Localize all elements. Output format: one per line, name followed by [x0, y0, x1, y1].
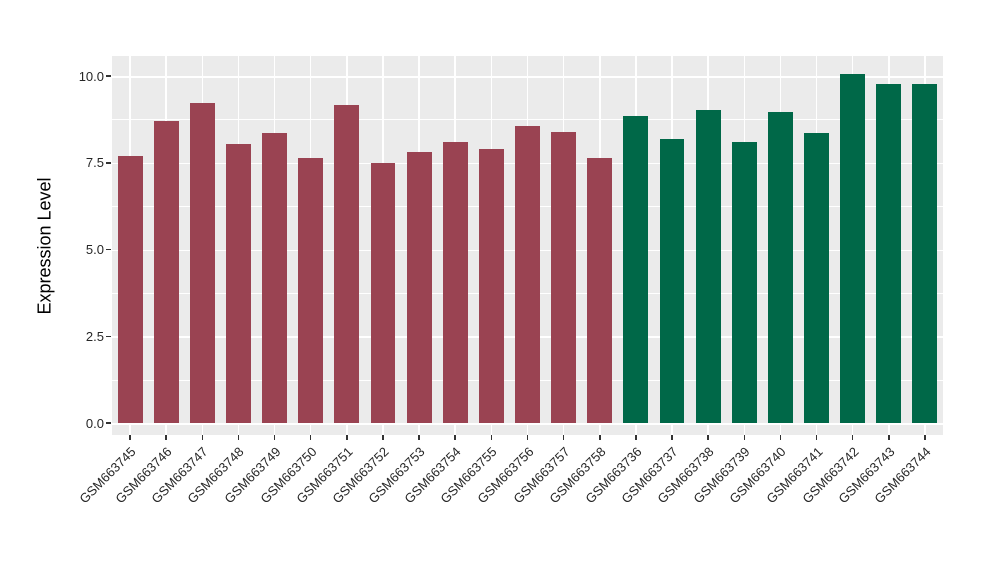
plot-panel	[112, 56, 943, 435]
x-tick-mark	[237, 435, 240, 440]
y-tick-mark	[106, 335, 111, 337]
x-tick-mark	[418, 435, 420, 440]
bar-GSM663747	[189, 103, 215, 423]
bar-GSM663742	[840, 73, 866, 423]
bar-GSM663746	[153, 121, 179, 423]
y-tick-label: 5.0	[85, 242, 104, 257]
bar-GSM663748	[225, 144, 251, 423]
x-tick-mark	[851, 435, 854, 440]
bar-GSM663757	[551, 131, 577, 423]
x-tick-mark	[273, 435, 276, 440]
x-tick-mark	[346, 435, 348, 440]
bar-GSM663753	[406, 152, 432, 423]
bar-GSM663745	[117, 155, 143, 423]
y-tick-label: 2.5	[85, 328, 104, 344]
x-tick-mark	[924, 435, 926, 440]
bar-GSM663741	[804, 133, 829, 423]
x-tick-mark	[309, 435, 312, 440]
bar-GSM663736	[623, 115, 649, 423]
bar-GSM663744	[912, 83, 938, 423]
bar-GSM663756	[515, 126, 540, 423]
x-tick-mark	[779, 435, 782, 440]
x-tick-mark	[201, 435, 204, 440]
y-tick-mark	[106, 422, 111, 424]
bar-GSM663751	[334, 105, 360, 423]
bar-GSM663754	[442, 141, 468, 423]
x-tick-mark	[599, 435, 601, 440]
bar-GSM663743	[876, 83, 902, 423]
y-tick-label: 7.5	[85, 155, 104, 171]
bar-GSM663740	[767, 112, 793, 423]
x-tick-mark	[888, 435, 890, 440]
x-tick-mark	[635, 435, 637, 440]
bar-GSM663755	[478, 149, 504, 423]
bar-GSM663750	[298, 157, 324, 423]
x-tick-mark	[454, 435, 456, 440]
x-tick-mark	[490, 435, 493, 440]
x-tick-mark	[129, 435, 131, 440]
x-tick-mark	[165, 435, 167, 440]
bar-GSM663758	[587, 157, 613, 423]
bar-GSM663749	[262, 133, 288, 423]
bar-GSM663737	[659, 139, 685, 423]
x-tick-mark	[382, 435, 384, 440]
x-tick-mark	[707, 435, 709, 440]
x-tick-mark	[562, 435, 565, 440]
y-tick-label: 0.0	[85, 415, 104, 431]
y-tick-label: 10.0	[78, 68, 104, 84]
x-tick-mark	[815, 435, 818, 440]
y-tick-mark	[106, 162, 111, 164]
bar-GSM663752	[370, 162, 396, 423]
x-tick-mark	[671, 435, 673, 440]
y-tick-mark	[106, 75, 111, 77]
bar-GSM663738	[695, 110, 721, 423]
bar-GSM663739	[731, 141, 757, 423]
x-tick-mark	[743, 435, 746, 440]
x-tick-mark	[526, 435, 529, 440]
y-tick-mark	[106, 248, 111, 251]
